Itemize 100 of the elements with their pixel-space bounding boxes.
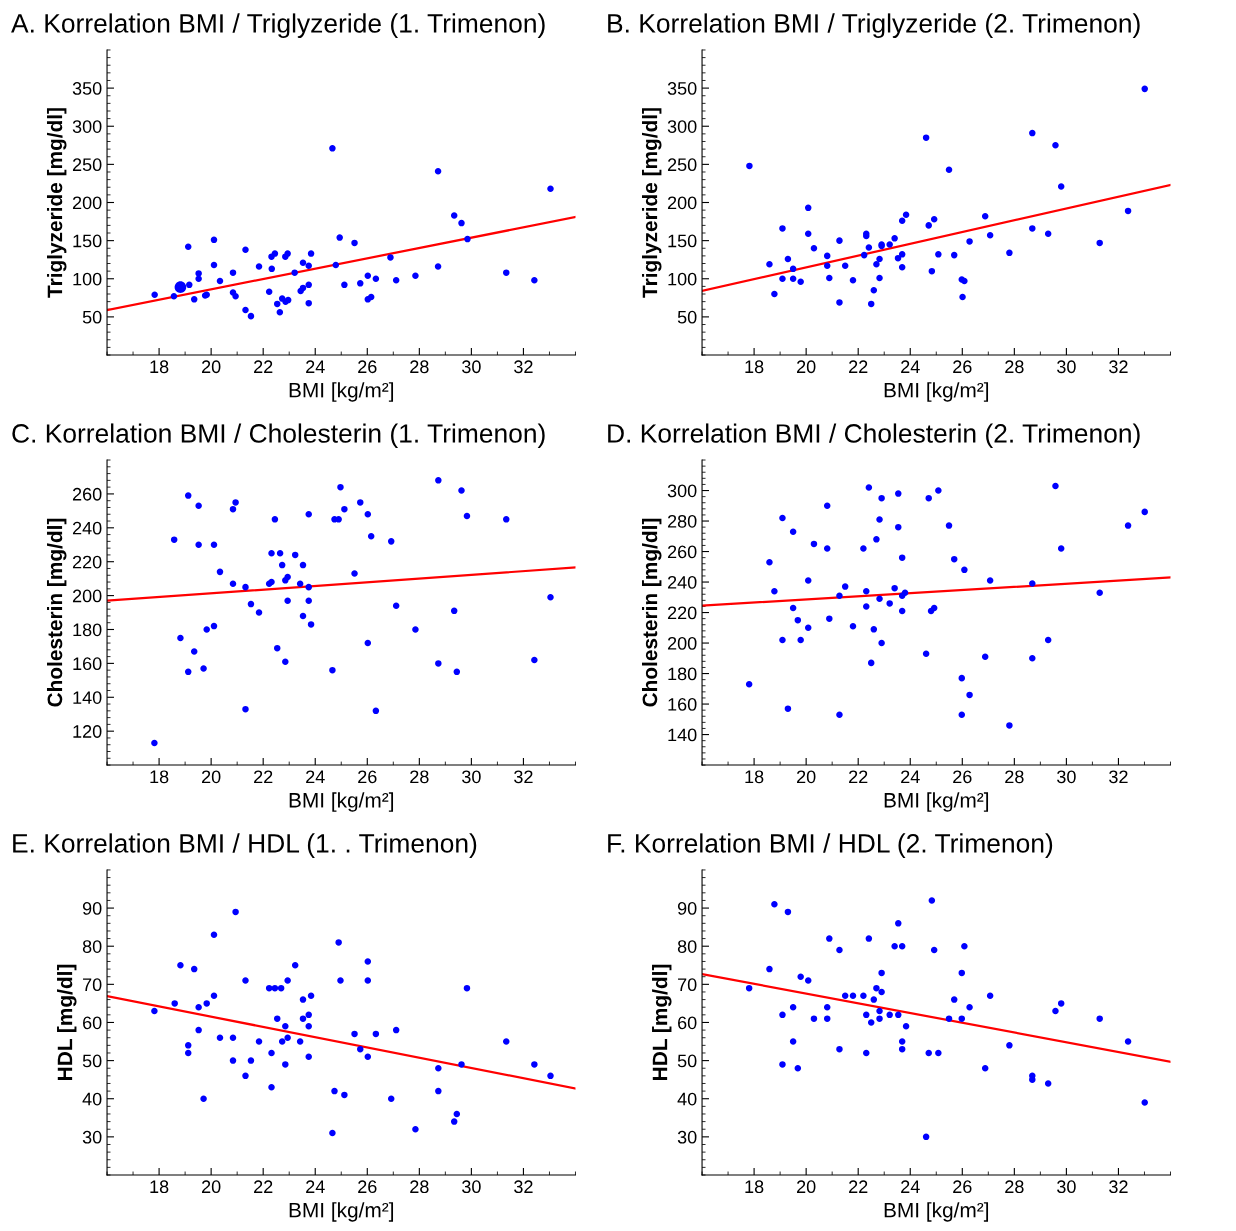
point <box>299 259 307 266</box>
point <box>265 288 273 295</box>
y-tick-label: 50 <box>82 310 102 324</box>
point <box>894 254 902 262</box>
y-tick-label: 220 <box>72 555 102 569</box>
x-tick-label: 32 <box>1109 1180 1128 1194</box>
point <box>876 274 883 282</box>
x-tick-label: 26 <box>953 360 972 374</box>
point <box>930 216 938 223</box>
x-tick-label: 22 <box>849 770 868 784</box>
y-tick-label: 200 <box>667 196 697 210</box>
x-tick-label: 28 <box>410 360 429 374</box>
point <box>981 212 989 220</box>
x-tick-label: 28 <box>1005 1180 1024 1194</box>
y-tick-label: 40 <box>677 1092 697 1106</box>
point <box>966 1003 973 1011</box>
y-tick-label: 160 <box>73 657 102 671</box>
point <box>867 300 875 308</box>
point <box>930 946 938 954</box>
point <box>823 252 831 260</box>
chart-title: A. Korrelation BMI / Triglyzeride (1. Trimenon) <box>11 13 545 38</box>
x-axis-title: BMI [kg/m²] <box>884 1202 989 1222</box>
y-axis-title: HDL [mg/dl] <box>57 964 77 1080</box>
y-tick-label: 200 <box>667 636 697 650</box>
y-tick-label: 70 <box>83 978 102 992</box>
point <box>305 281 312 289</box>
point <box>789 1038 797 1045</box>
y-tick-label: 50 <box>677 1054 697 1068</box>
point <box>898 942 906 950</box>
x-tick-label: 28 <box>1005 360 1024 374</box>
x-tick-label: 32 <box>1109 770 1128 784</box>
point <box>746 162 753 170</box>
point <box>1006 1042 1013 1049</box>
x-tick-label: 24 <box>306 360 325 373</box>
y-tick-label: 80 <box>82 940 102 953</box>
x-tick-label: 20 <box>797 1180 816 1194</box>
y-tick-label: 200 <box>72 196 102 210</box>
point <box>863 1049 870 1057</box>
point <box>771 901 778 908</box>
x-axis-title: BMI [kg/m²] <box>289 792 394 812</box>
point <box>1029 1076 1036 1083</box>
point <box>276 309 284 316</box>
point <box>925 222 932 229</box>
x-tick-label: 22 <box>849 1180 868 1193</box>
point <box>928 897 936 904</box>
y-tick-label: 180 <box>668 667 697 681</box>
point <box>1124 1038 1132 1045</box>
x-tick-label: 18 <box>745 770 764 784</box>
point <box>392 277 400 284</box>
point <box>981 1064 989 1072</box>
point <box>865 244 873 251</box>
point <box>1052 1007 1059 1015</box>
point <box>434 167 442 175</box>
y-tick-label: 280 <box>667 514 697 528</box>
point <box>873 261 880 268</box>
point <box>789 265 797 273</box>
point <box>789 275 797 283</box>
x-tick-label: 24 <box>901 360 920 373</box>
y-tick-label: 60 <box>678 1016 697 1030</box>
point <box>341 281 348 289</box>
point <box>255 263 263 270</box>
point <box>958 1015 966 1022</box>
x-tick-label: 30 <box>1057 1180 1076 1194</box>
y-tick-label: 30 <box>677 1130 697 1144</box>
x-tick-label: 22 <box>254 1180 273 1193</box>
point <box>804 204 812 212</box>
point <box>351 239 358 247</box>
point <box>357 280 364 287</box>
point <box>766 965 773 973</box>
point <box>876 1007 883 1015</box>
point <box>531 277 538 284</box>
point <box>841 262 849 270</box>
chart-title: B. Korrelation BMI / Triglyzeride (2. Trimenon) <box>608 13 1140 38</box>
x-tick-label: 24 <box>901 770 920 784</box>
x-tick-label: 30 <box>462 360 481 374</box>
point <box>863 1011 870 1019</box>
point <box>961 942 968 950</box>
y-tick-label: 260 <box>667 545 697 559</box>
point <box>836 946 843 954</box>
x-tick-label: 30 <box>462 770 481 784</box>
chart-title: E. Korrelation BMI / HDL (1. . Trimenon) <box>13 833 477 858</box>
point <box>1006 249 1013 257</box>
point <box>412 272 419 279</box>
point <box>823 1015 831 1022</box>
point <box>1057 183 1065 190</box>
x-tick-label: 30 <box>1057 770 1076 784</box>
x-axis-title: BMI [kg/m²] <box>289 382 394 402</box>
chart-title: C. Korrelation BMI / Cholesterin (1. Trimenon) <box>12 423 545 448</box>
point <box>902 1023 910 1030</box>
point <box>797 973 804 980</box>
point <box>958 969 966 977</box>
point <box>229 269 237 276</box>
point <box>867 1019 875 1026</box>
point <box>804 230 812 238</box>
y-axis-title: HDL [mg/dl] <box>652 964 672 1080</box>
point <box>779 1011 786 1019</box>
y-tick-label: 120 <box>73 725 102 738</box>
point <box>860 251 868 259</box>
point <box>336 234 343 241</box>
x-tick-label: 24 <box>306 1180 325 1193</box>
